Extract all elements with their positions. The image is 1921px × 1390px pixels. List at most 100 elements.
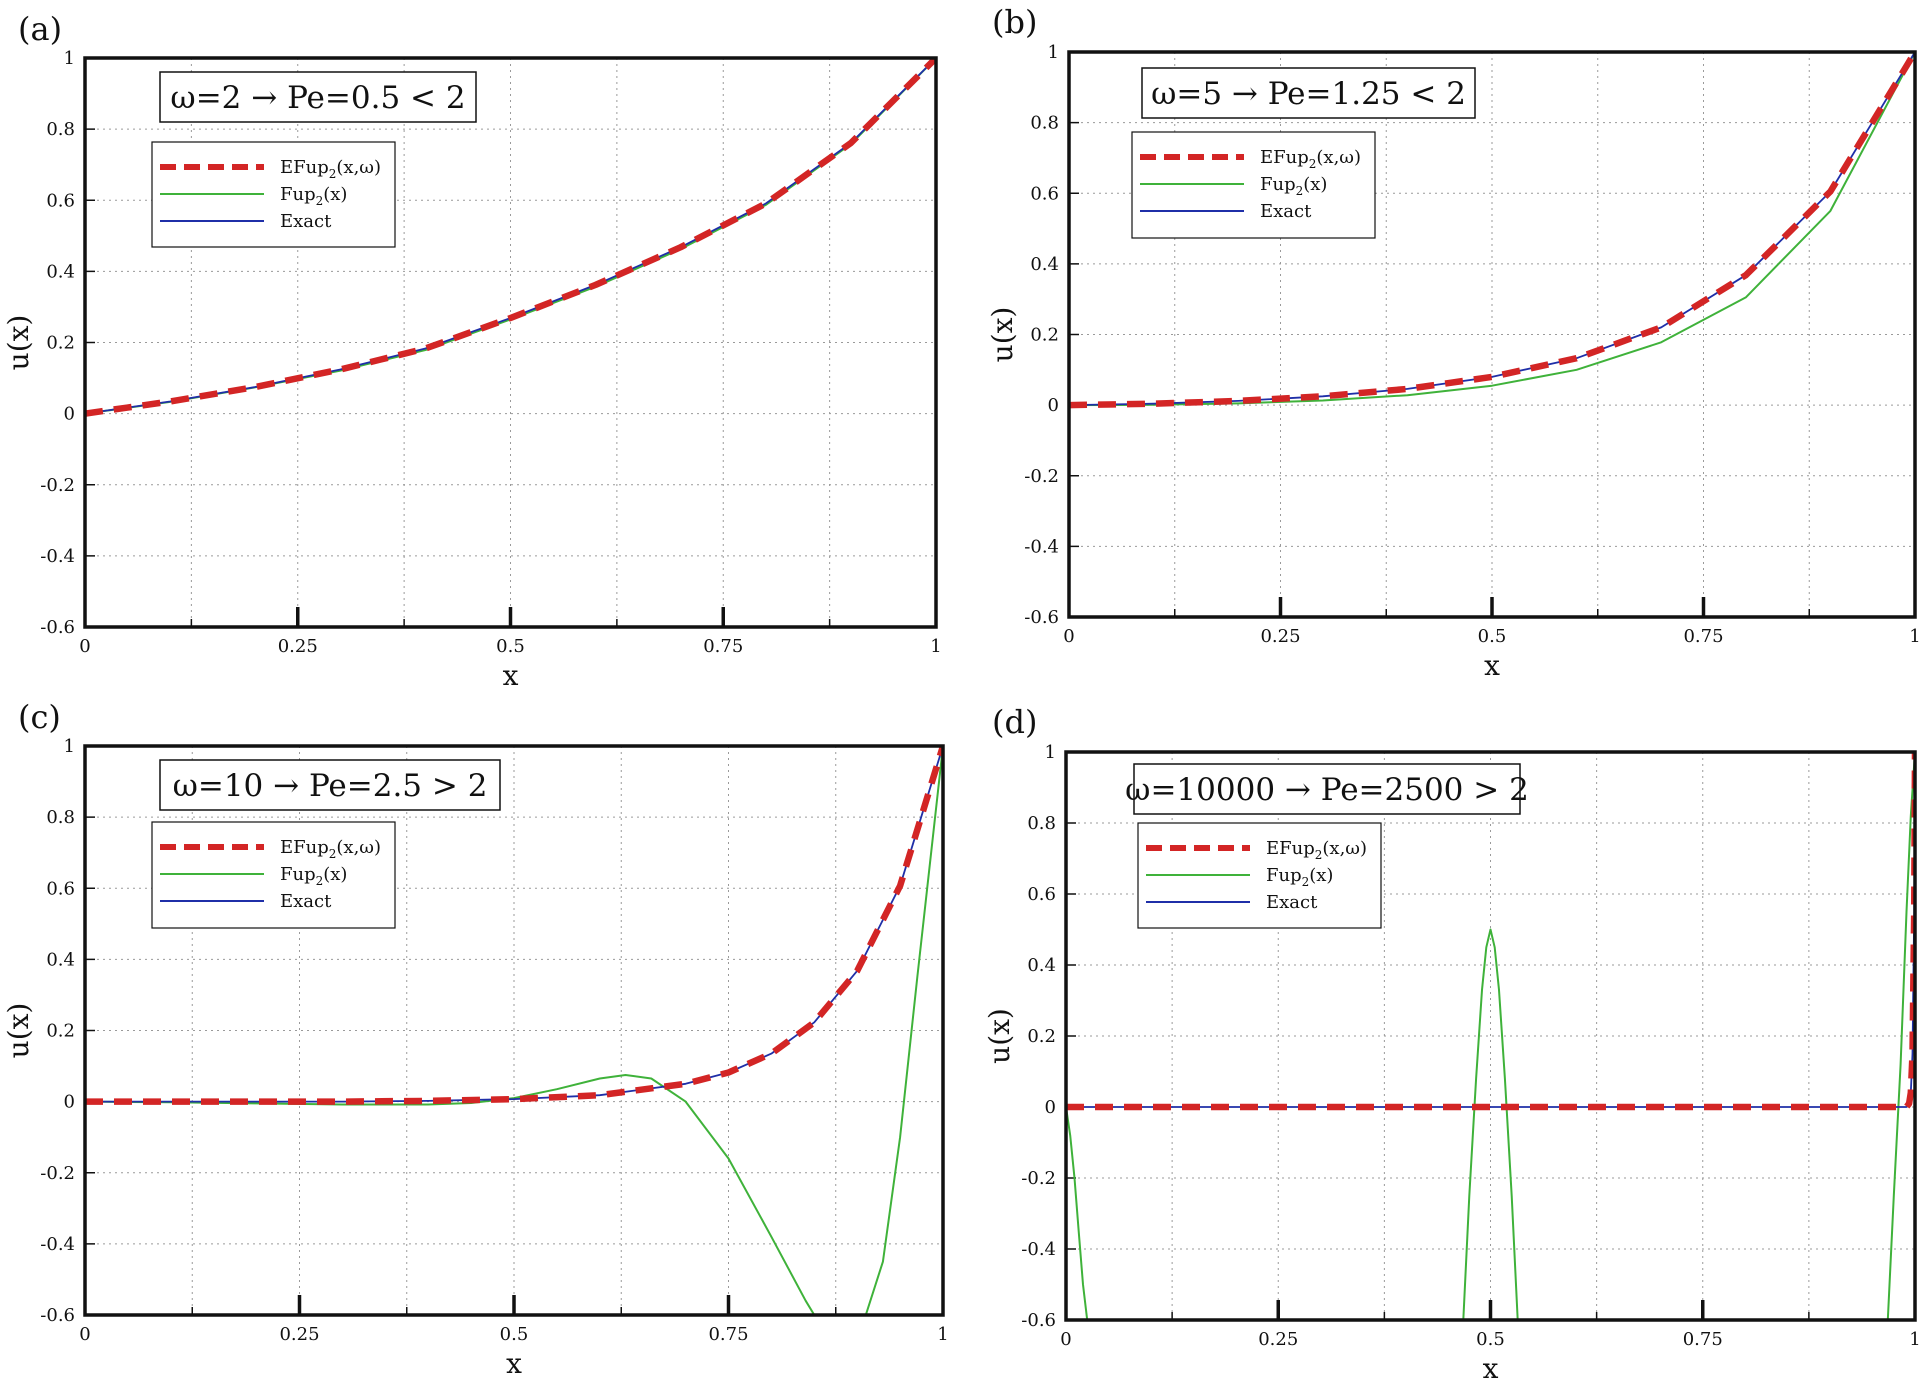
y-tick-label: -0.6 bbox=[1021, 1310, 1056, 1331]
panel-d-frame bbox=[1064, 750, 1917, 1322]
annotation-box bbox=[159, 71, 477, 123]
y-tick-label: 0.6 bbox=[46, 878, 75, 899]
x-tick-label: 0.25 bbox=[1260, 626, 1300, 647]
panel-a-frame bbox=[83, 56, 938, 629]
annotation-box bbox=[159, 759, 501, 811]
x-tick-label: 0.25 bbox=[278, 636, 318, 657]
y-tick-label: -0.6 bbox=[40, 1305, 75, 1326]
panel-label: (b) bbox=[992, 3, 1037, 41]
legend-label-sub: 2 bbox=[329, 847, 337, 861]
legend-label: EFup2(x,ω) bbox=[280, 157, 381, 181]
legend-label: Fup2(x) bbox=[1266, 865, 1333, 889]
y-tick-label: 0.2 bbox=[46, 333, 75, 354]
y-axis-title: u(x) bbox=[986, 307, 1019, 363]
legend-label-sub: 2 bbox=[316, 194, 324, 208]
legend-label-rest: (x) bbox=[1303, 174, 1327, 195]
legend-label-sub: 2 bbox=[1296, 184, 1304, 198]
y-tick-label: -0.4 bbox=[1024, 536, 1059, 557]
series-fup2 bbox=[1066, 1106, 1089, 1320]
y-tick-label: 0.6 bbox=[1030, 183, 1059, 204]
legend-label-sub: 2 bbox=[1302, 875, 1310, 889]
y-axis-title: u(x) bbox=[2, 1003, 35, 1059]
x-tick-label: 0 bbox=[79, 1324, 90, 1345]
x-tick-label: 0.25 bbox=[1258, 1329, 1298, 1350]
x-axis-title: x bbox=[503, 659, 519, 692]
y-tick-label: 0.8 bbox=[1030, 113, 1059, 134]
legend-label-base: Exact bbox=[280, 211, 332, 232]
y-tick-label: 0 bbox=[1045, 1097, 1056, 1118]
annotation-box bbox=[1133, 763, 1521, 815]
y-tick-label: 1 bbox=[64, 48, 75, 69]
y-tick-label: 0.2 bbox=[46, 1021, 75, 1042]
legend: EFup2(x,ω)Fup2(x)Exact bbox=[151, 141, 396, 248]
y-tick-label: 1 bbox=[1048, 42, 1059, 63]
panel-label: (c) bbox=[18, 698, 61, 736]
x-tick-label: 1 bbox=[1909, 1329, 1920, 1350]
legend-label: Fup2(x) bbox=[280, 864, 347, 888]
legend: EFup2(x,ω)Fup2(x)Exact bbox=[1131, 131, 1376, 239]
legend: EFup2(x,ω)Fup2(x)Exact bbox=[1137, 822, 1382, 929]
y-tick-label: 0 bbox=[64, 404, 75, 425]
legend-label: EFup2(x,ω) bbox=[1260, 147, 1361, 171]
annotation-text: ω=2 → Pe=0.5 < 2 bbox=[170, 80, 465, 116]
y-tick-label: 0.4 bbox=[1030, 254, 1059, 275]
y-tick-label: 0.4 bbox=[46, 261, 75, 282]
legend-label-rest: (x) bbox=[323, 184, 347, 205]
legend-label-sub: 2 bbox=[1309, 157, 1317, 171]
y-tick-label: 1 bbox=[64, 736, 75, 757]
panel-d: 0 0.25 0.5 0.75 1 1 0.8 0.6 0.4 0.2 0 -0.2 -0.4 -0.6 x… bbox=[983, 703, 1921, 1385]
legend-label-base: Exact bbox=[280, 891, 332, 912]
y-axis-title: u(x) bbox=[2, 315, 35, 371]
legend-label-sub: 2 bbox=[329, 167, 337, 181]
y-tick-label: 0.6 bbox=[1027, 884, 1056, 905]
legend-label-base: Fup bbox=[280, 864, 316, 885]
annotation-text: ω=10 → Pe=2.5 > 2 bbox=[173, 768, 488, 804]
x-tick-label: 0.5 bbox=[1478, 626, 1507, 647]
y-tick-label: -0.2 bbox=[40, 1163, 75, 1184]
legend-label-rest: (x,ω) bbox=[1322, 838, 1367, 859]
legend-label-base: Fup bbox=[1266, 865, 1302, 886]
legend-label: Exact bbox=[1260, 201, 1312, 222]
legend-label-base: EFup bbox=[280, 157, 329, 178]
x-axis-title: x bbox=[506, 1347, 522, 1380]
panel-b-plot-area bbox=[1069, 52, 1915, 409]
y-tick-label: 0.8 bbox=[1027, 813, 1056, 834]
legend-label-rest: (x,ω) bbox=[336, 157, 381, 178]
x-tick-label: 0.5 bbox=[1476, 1329, 1505, 1350]
y-tick-label: -0.6 bbox=[1024, 607, 1059, 628]
legend-label: EFup2(x,ω) bbox=[1266, 838, 1367, 862]
y-tick-label: 0 bbox=[64, 1092, 75, 1113]
x-tick-label: 1 bbox=[937, 1324, 948, 1345]
series-efup2 bbox=[1066, 752, 1915, 1111]
legend-label-rest: (x) bbox=[323, 864, 347, 885]
y-tick-label: 0.6 bbox=[46, 190, 75, 211]
legend-label-rest: (x) bbox=[1309, 865, 1333, 886]
x-tick-label: 1 bbox=[930, 636, 941, 657]
legend-label: Exact bbox=[280, 211, 332, 232]
legend-label-base: Exact bbox=[1260, 201, 1312, 222]
legend-label-base: Fup bbox=[280, 184, 316, 205]
y-tick-label: -0.4 bbox=[40, 1234, 75, 1255]
legend-label: Exact bbox=[280, 891, 332, 912]
x-tick-label: 0 bbox=[79, 636, 90, 657]
series-efup2 bbox=[85, 746, 943, 1105]
annotation-text: ω=5 → Pe=1.25 < 2 bbox=[1151, 76, 1466, 112]
panel-label: (d) bbox=[992, 703, 1037, 741]
x-tick-label: 0.5 bbox=[496, 636, 525, 657]
panel-c-plot-area bbox=[85, 746, 943, 1315]
series-fup2 bbox=[85, 746, 943, 1315]
series-fup2 bbox=[1069, 52, 1915, 407]
legend-label: Fup2(x) bbox=[280, 184, 347, 208]
annotation-box bbox=[1141, 67, 1476, 119]
panel-label: (a) bbox=[18, 10, 62, 48]
y-tick-label: -0.4 bbox=[1021, 1239, 1056, 1260]
y-tick-label: -0.4 bbox=[40, 546, 75, 567]
series-fup2 bbox=[1462, 928, 1519, 1320]
legend-label-base: EFup bbox=[1266, 838, 1315, 859]
x-tick-label: 0.75 bbox=[1683, 626, 1723, 647]
panel-c-frame bbox=[83, 744, 945, 1317]
legend-label: EFup2(x,ω) bbox=[280, 837, 381, 861]
x-tick-label: 0 bbox=[1063, 626, 1074, 647]
x-tick-label: 0.75 bbox=[1683, 1329, 1723, 1350]
